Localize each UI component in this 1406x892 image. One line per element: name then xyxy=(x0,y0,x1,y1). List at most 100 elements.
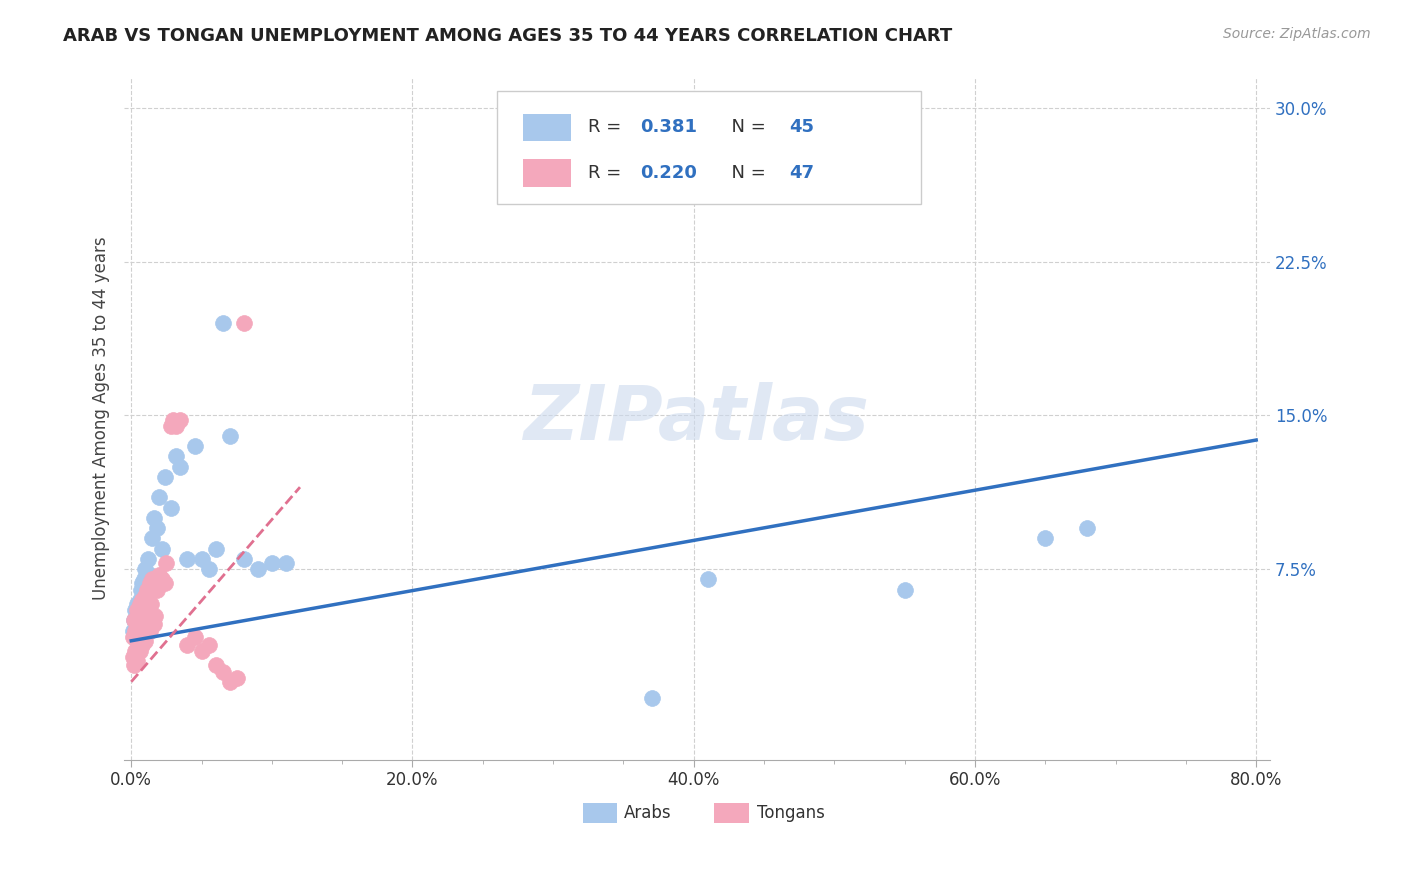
Point xyxy=(128,597,150,611)
Point xyxy=(155,556,177,570)
Point xyxy=(218,429,240,443)
Point xyxy=(135,597,157,611)
Point xyxy=(121,624,143,638)
Point xyxy=(129,630,152,644)
Point xyxy=(148,491,170,505)
Point xyxy=(124,644,146,658)
Point xyxy=(153,470,176,484)
Point xyxy=(134,589,156,603)
Point xyxy=(132,603,155,617)
Text: ARAB VS TONGAN UNEMPLOYMENT AMONG AGES 35 TO 44 YEARS CORRELATION CHART: ARAB VS TONGAN UNEMPLOYMENT AMONG AGES 3… xyxy=(63,27,952,45)
Point xyxy=(148,568,170,582)
Point xyxy=(246,562,269,576)
Bar xyxy=(582,803,617,823)
Point xyxy=(183,439,205,453)
Point xyxy=(131,638,153,652)
Point xyxy=(141,532,163,546)
Point xyxy=(640,691,662,706)
Point xyxy=(225,671,247,685)
Point xyxy=(204,658,226,673)
Point xyxy=(197,562,219,576)
Text: R =: R = xyxy=(588,164,627,182)
Point xyxy=(165,418,187,433)
Point xyxy=(131,592,153,607)
Point xyxy=(121,650,143,665)
Point xyxy=(132,624,155,638)
Point xyxy=(159,418,181,433)
Text: N =: N = xyxy=(720,164,772,182)
Point xyxy=(139,576,162,591)
Point xyxy=(159,500,181,515)
Point xyxy=(696,572,718,586)
Point xyxy=(183,630,205,644)
Point xyxy=(141,572,163,586)
Point xyxy=(136,552,159,566)
Point xyxy=(124,624,146,638)
Bar xyxy=(523,160,571,186)
Point xyxy=(150,541,173,556)
Point xyxy=(134,589,156,603)
Point xyxy=(1076,521,1098,535)
Point xyxy=(128,592,150,607)
Point xyxy=(125,654,148,668)
Point xyxy=(128,624,150,638)
Point xyxy=(125,617,148,632)
Point xyxy=(128,644,150,658)
Bar xyxy=(714,803,749,823)
Text: 0.381: 0.381 xyxy=(640,119,697,136)
Text: ZIPatlas: ZIPatlas xyxy=(524,382,870,456)
Point xyxy=(138,576,160,591)
Point xyxy=(176,552,198,566)
Point xyxy=(150,572,173,586)
FancyBboxPatch shape xyxy=(496,91,921,203)
Point xyxy=(211,316,233,330)
Point xyxy=(260,556,283,570)
Point xyxy=(138,568,160,582)
Bar xyxy=(523,113,571,141)
Text: Tongans: Tongans xyxy=(756,804,825,822)
Point xyxy=(211,665,233,679)
Point xyxy=(131,597,153,611)
Point xyxy=(138,624,160,638)
Point xyxy=(127,638,149,652)
Point xyxy=(129,582,152,597)
Point xyxy=(132,572,155,586)
Point xyxy=(153,576,176,591)
Point xyxy=(190,644,212,658)
Point xyxy=(142,617,165,632)
Point xyxy=(134,562,156,576)
Text: 47: 47 xyxy=(789,164,814,182)
Point xyxy=(135,582,157,597)
Point xyxy=(232,552,254,566)
Text: N =: N = xyxy=(720,119,772,136)
Point xyxy=(145,521,167,535)
Point xyxy=(124,603,146,617)
Point xyxy=(190,552,212,566)
Point xyxy=(122,613,145,627)
Point xyxy=(139,597,162,611)
Text: Source: ZipAtlas.com: Source: ZipAtlas.com xyxy=(1223,27,1371,41)
Point xyxy=(142,511,165,525)
Point xyxy=(218,674,240,689)
Point xyxy=(145,582,167,597)
Point xyxy=(197,638,219,652)
Point xyxy=(136,603,159,617)
Point xyxy=(122,613,145,627)
Text: 0.220: 0.220 xyxy=(640,164,697,182)
Point xyxy=(169,459,191,474)
Point xyxy=(129,603,152,617)
Point xyxy=(176,638,198,652)
Text: 45: 45 xyxy=(789,119,814,136)
Point xyxy=(169,412,191,426)
Point xyxy=(121,630,143,644)
Point xyxy=(135,617,157,632)
Point xyxy=(134,633,156,648)
Point xyxy=(125,603,148,617)
Point xyxy=(165,450,187,464)
Point xyxy=(1033,532,1056,546)
Point xyxy=(122,658,145,673)
Point xyxy=(162,412,184,426)
Point xyxy=(143,609,166,624)
Point xyxy=(131,576,153,591)
Y-axis label: Unemployment Among Ages 35 to 44 years: Unemployment Among Ages 35 to 44 years xyxy=(93,236,110,600)
